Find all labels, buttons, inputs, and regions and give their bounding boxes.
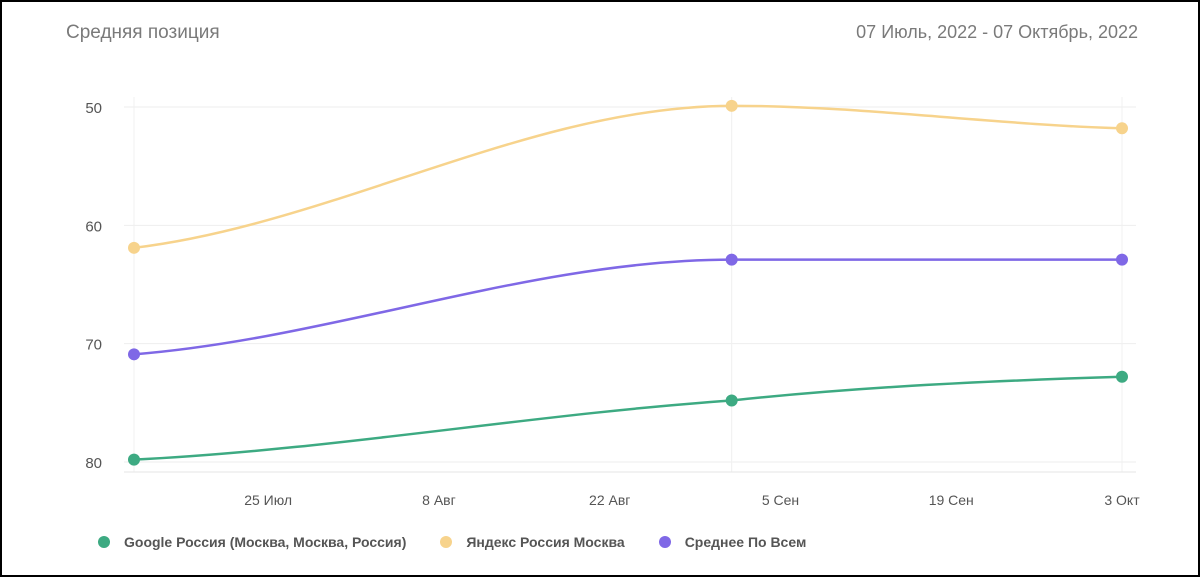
- legend-item[interactable]: Среднее По Всем: [658, 534, 807, 550]
- x-tick-label: 19 Сен: [929, 492, 974, 508]
- legend-item[interactable]: Google Россия (Москва, Москва, Россия): [98, 534, 406, 550]
- x-tick-label: 5 Сен: [762, 492, 799, 508]
- data-point[interactable]: [128, 453, 140, 466]
- date-range[interactable]: 07 Июль, 2022 - 07 Октябрь, 2022: [856, 22, 1138, 42]
- data-point[interactable]: [128, 348, 140, 361]
- series-lines: [133, 104, 1123, 461]
- y-tick-label: 50: [85, 100, 102, 117]
- legend-item[interactable]: Яндекс Россия Москва: [440, 534, 625, 550]
- data-point[interactable]: [725, 99, 738, 112]
- data-point[interactable]: [1116, 370, 1128, 383]
- series-line-2: [133, 258, 1122, 356]
- chart-grid: [124, 97, 1136, 473]
- x-tick-label: 22 Авг: [589, 492, 630, 508]
- data-point[interactable]: [128, 241, 140, 254]
- data-point[interactable]: [725, 394, 738, 407]
- series-line-1: [133, 104, 1123, 250]
- y-tick-label: 80: [85, 455, 102, 472]
- series-line-0: [133, 375, 1123, 461]
- legend-label: Яндекс Россия Москва: [466, 534, 625, 550]
- data-point[interactable]: [1116, 122, 1128, 135]
- y-tick-label: 70: [85, 337, 102, 354]
- series-points: [128, 99, 1128, 466]
- legend-label: Google Россия (Москва, Москва, Россия): [124, 534, 407, 550]
- x-tick-label: 3 Окт: [1104, 492, 1140, 508]
- chart-title: Средняя позиция: [66, 22, 220, 43]
- legend-marker: [98, 536, 110, 548]
- data-point[interactable]: [1116, 253, 1128, 266]
- legend-marker: [440, 536, 453, 548]
- y-axis: 50 60 70 80: [85, 100, 102, 472]
- x-axis: 25 Июл 8 Авг 22 Авг 5 Сен 19 Сен 3 Окт: [244, 492, 1140, 508]
- data-point[interactable]: [725, 253, 738, 266]
- legend-marker: [658, 536, 671, 548]
- x-tick-label: 25 Июл: [244, 492, 292, 508]
- legend-label: Среднее По Всем: [684, 534, 807, 550]
- y-tick-label: 60: [85, 218, 102, 235]
- x-tick-label: 8 Авг: [422, 492, 456, 508]
- chart-legend: Google Россия (Москва, Москва, Россия) Ян…: [98, 534, 806, 550]
